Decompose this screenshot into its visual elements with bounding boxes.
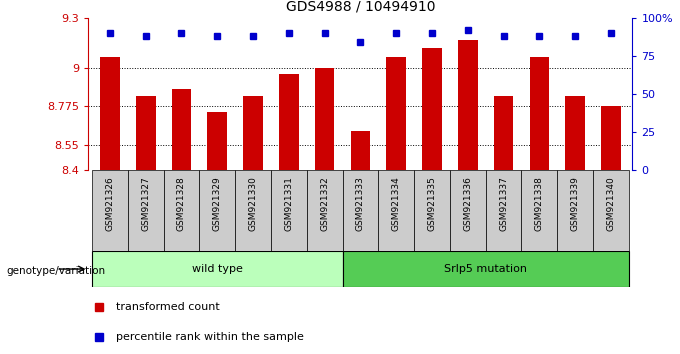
Bar	[207, 113, 227, 170]
Bar	[386, 57, 406, 170]
Text: GSM921332: GSM921332	[320, 176, 329, 231]
Bar	[243, 96, 263, 170]
Text: transformed count: transformed count	[116, 302, 220, 312]
Bar	[378, 170, 414, 251]
Text: genotype/variation: genotype/variation	[7, 266, 106, 276]
Bar	[343, 251, 629, 287]
Bar	[279, 74, 299, 170]
Bar	[136, 96, 156, 170]
Text: GSM921326: GSM921326	[105, 176, 114, 231]
Bar	[450, 170, 486, 251]
Bar	[530, 57, 549, 170]
Bar	[601, 105, 621, 170]
Bar	[92, 170, 128, 251]
Bar	[171, 89, 191, 170]
Text: GSM921336: GSM921336	[463, 176, 473, 231]
Bar	[92, 251, 343, 287]
Text: GSM921334: GSM921334	[392, 176, 401, 231]
Text: percentile rank within the sample: percentile rank within the sample	[116, 332, 303, 342]
Text: GSM921327: GSM921327	[141, 176, 150, 231]
Text: Srlp5 mutation: Srlp5 mutation	[444, 264, 527, 274]
Bar	[199, 170, 235, 251]
Bar	[486, 170, 522, 251]
Text: GSM921333: GSM921333	[356, 176, 365, 231]
Title: GDS4988 / 10494910: GDS4988 / 10494910	[286, 0, 435, 14]
Bar	[271, 170, 307, 251]
Bar	[100, 57, 120, 170]
Text: GSM921337: GSM921337	[499, 176, 508, 231]
Bar	[315, 68, 335, 170]
Text: GSM921328: GSM921328	[177, 176, 186, 231]
Text: GSM921329: GSM921329	[213, 176, 222, 231]
Text: GSM921331: GSM921331	[284, 176, 293, 231]
Bar	[593, 170, 629, 251]
Bar	[522, 170, 557, 251]
Bar	[235, 170, 271, 251]
Bar	[164, 170, 199, 251]
Text: GSM921335: GSM921335	[428, 176, 437, 231]
Text: GSM921339: GSM921339	[571, 176, 579, 231]
Bar	[458, 40, 477, 170]
Bar	[565, 96, 585, 170]
Bar	[494, 96, 513, 170]
Bar	[414, 170, 450, 251]
Bar	[128, 170, 164, 251]
Text: wild type: wild type	[192, 264, 243, 274]
Bar	[422, 48, 442, 170]
Text: GSM921338: GSM921338	[535, 176, 544, 231]
Text: GSM921340: GSM921340	[607, 176, 615, 231]
Bar	[343, 170, 378, 251]
Text: GSM921330: GSM921330	[248, 176, 258, 231]
Bar	[557, 170, 593, 251]
Bar	[351, 131, 370, 170]
Bar	[307, 170, 343, 251]
